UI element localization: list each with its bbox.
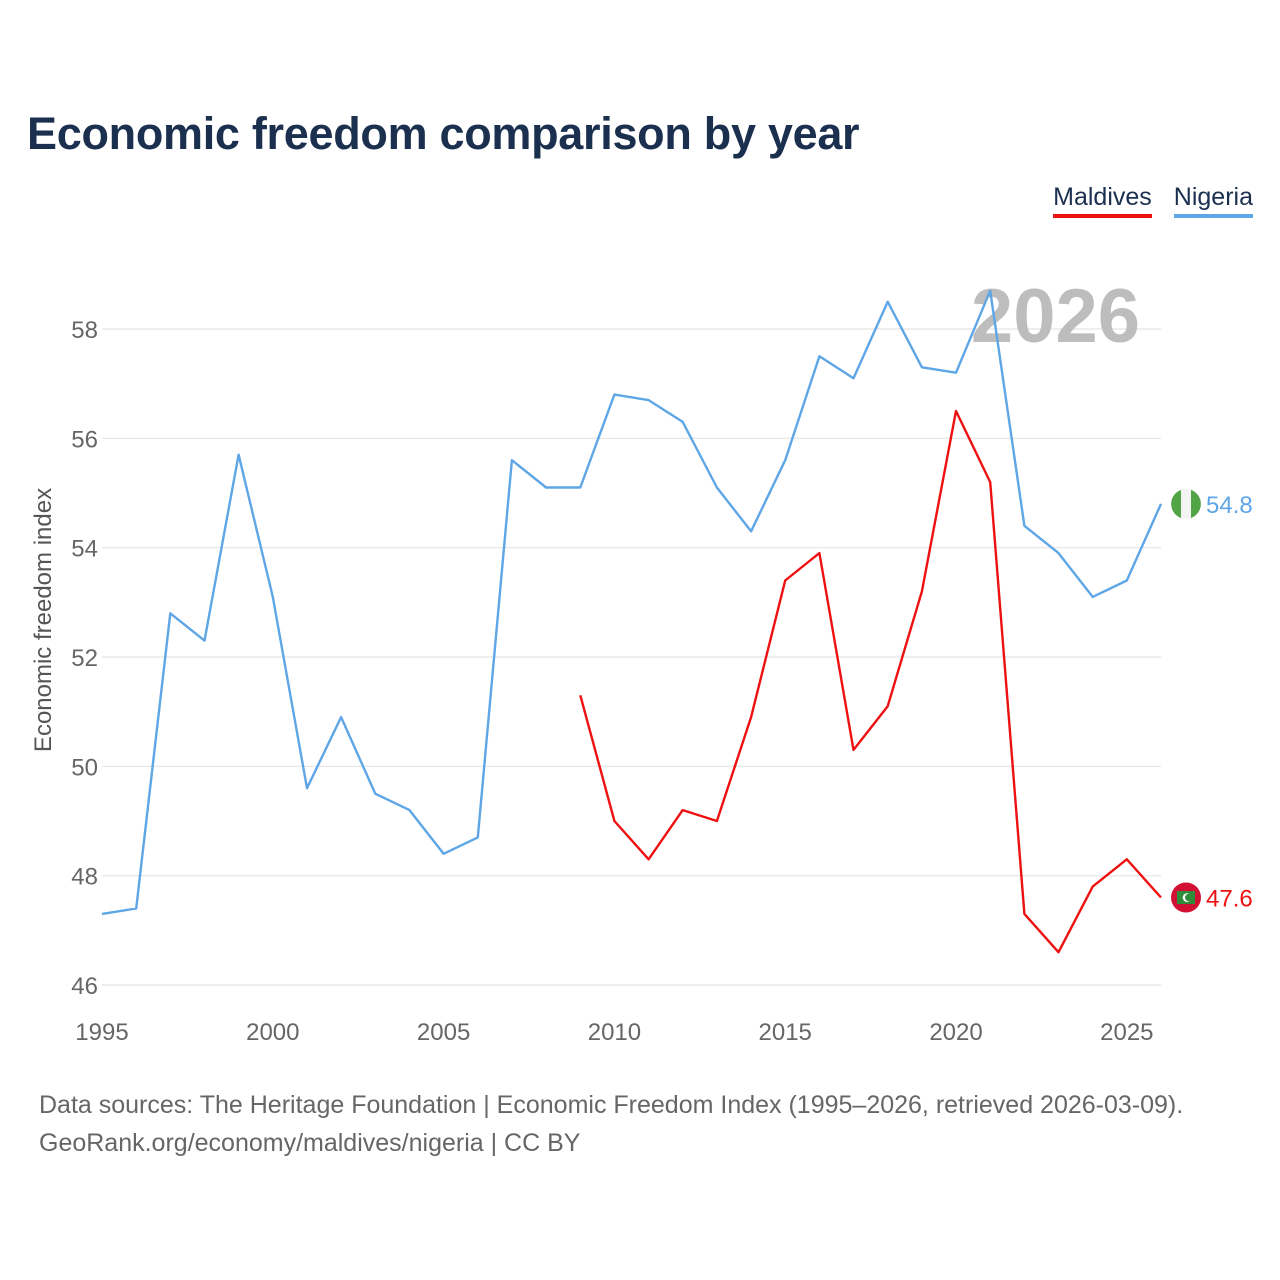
legend-item-maldives[interactable]: Maldives (1053, 182, 1152, 218)
line-chart: 46 48 50 52 54 56 58 1995 2000 2005 2010 2015 2020 20… (30, 274, 1253, 1046)
source-note: Data sources: The Heritage Foundation | … (39, 1086, 1183, 1162)
y-tick-label: 54 (71, 536, 98, 563)
year-overlay: 2026 (971, 274, 1140, 359)
end-label-maldives: 47.6 (1206, 886, 1253, 913)
x-tick-label: 1995 (75, 1019, 128, 1046)
x-tick-label: 2025 (1100, 1019, 1153, 1046)
y-tick-label: 58 (71, 317, 98, 344)
y-tick-label: 52 (71, 645, 98, 672)
source-line-2[interactable]: GeoRank.org/economy/maldives/nigeria | C… (39, 1129, 581, 1157)
legend-item-nigeria[interactable]: Nigeria (1173, 182, 1253, 218)
x-tick-label: 2015 (759, 1019, 812, 1046)
y-tick-label: 48 (71, 864, 98, 891)
maldives-flag-icon (1171, 882, 1201, 913)
chart-title: Economic freedom comparison by year (27, 108, 860, 159)
source-line-1: Data sources: The Heritage Foundation | … (39, 1091, 1184, 1119)
y-tick-label: 50 (71, 754, 98, 781)
y-axis-label: Economic freedom index (30, 488, 57, 752)
series-line-nigeria (101, 289, 1163, 916)
y-tick-label: 46 (71, 973, 98, 1000)
x-tick-label: 2010 (588, 1019, 641, 1046)
nigeria-flag-icon (1171, 488, 1201, 519)
y-tick-label: 56 (71, 426, 98, 453)
x-tick-label: 2000 (246, 1019, 299, 1046)
end-label-nigeria: 54.8 (1206, 492, 1253, 519)
series-line-maldives (579, 409, 1162, 954)
legend: Maldives Nigeria (1053, 182, 1253, 218)
x-tick-label: 2005 (417, 1019, 470, 1046)
x-tick-label: 2020 (929, 1019, 982, 1046)
